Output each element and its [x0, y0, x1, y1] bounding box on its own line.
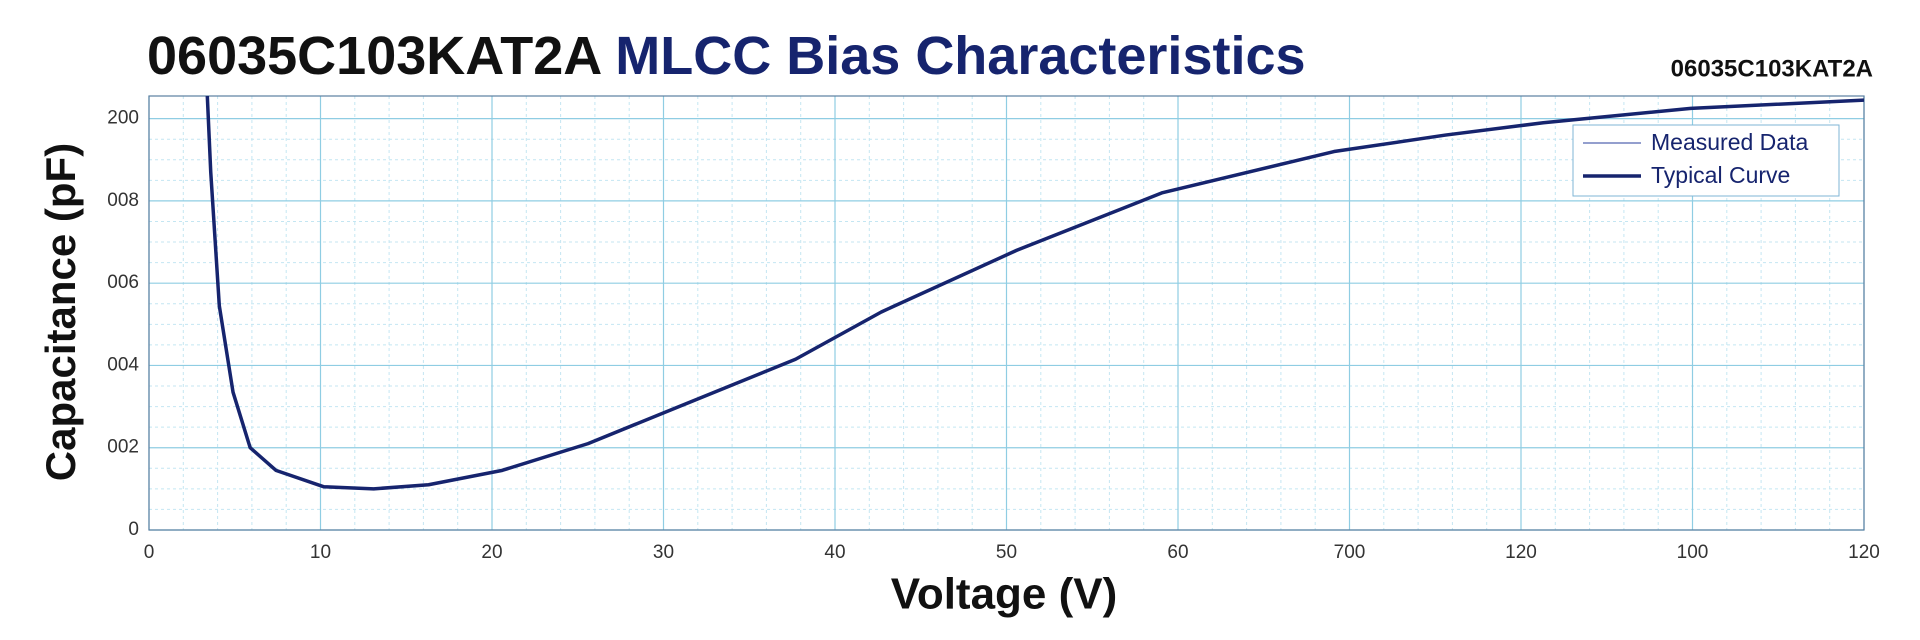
y-tick-label: 008 [107, 190, 139, 211]
y-tick-label: 004 [107, 354, 139, 375]
x-tick-label: 20 [481, 542, 502, 563]
title-part: MLCC Bias Characteristics [615, 26, 1305, 86]
plot-frame [148, 95, 1865, 531]
y-axis-label: Capacitance (pF) [37, 143, 84, 481]
x-tick-label: 30 [653, 542, 674, 563]
legend-label: Measured Data [1651, 129, 1808, 155]
plot-area [205, 96, 1864, 491]
x-tick-label: 100 [1677, 542, 1709, 563]
legend: Measured Data Typical Curve [1572, 124, 1840, 197]
legend-box [1572, 124, 1840, 197]
title-part: 06035C103KAT2A [147, 26, 601, 86]
x-tick-label: 60 [1167, 542, 1188, 563]
y-tick-label: 200 [107, 108, 139, 129]
x-tick-label: 120 [1848, 542, 1880, 563]
chart-subtitle: 06035C103KAT2A [1671, 55, 1873, 82]
x-tick-label: 700 [1334, 542, 1366, 563]
x-axis-label: Voltage (V) [891, 570, 1118, 619]
x-tick-label: 40 [824, 542, 845, 563]
series-line [205, 96, 1864, 491]
x-tick-label: 120 [1505, 542, 1537, 563]
y-tick-label: 002 [107, 437, 139, 458]
legend-label: Typical Curve [1651, 162, 1790, 188]
x-tick-label: 0 [144, 542, 155, 563]
y-tick-label: 0 [128, 519, 139, 540]
y-tick-label: 006 [107, 272, 139, 293]
x-tick-label: 50 [996, 542, 1017, 563]
chart-title: 06035C103KAT2A MLCC Bias Characteristics [147, 26, 1306, 86]
x-tick-label: 10 [310, 542, 331, 563]
